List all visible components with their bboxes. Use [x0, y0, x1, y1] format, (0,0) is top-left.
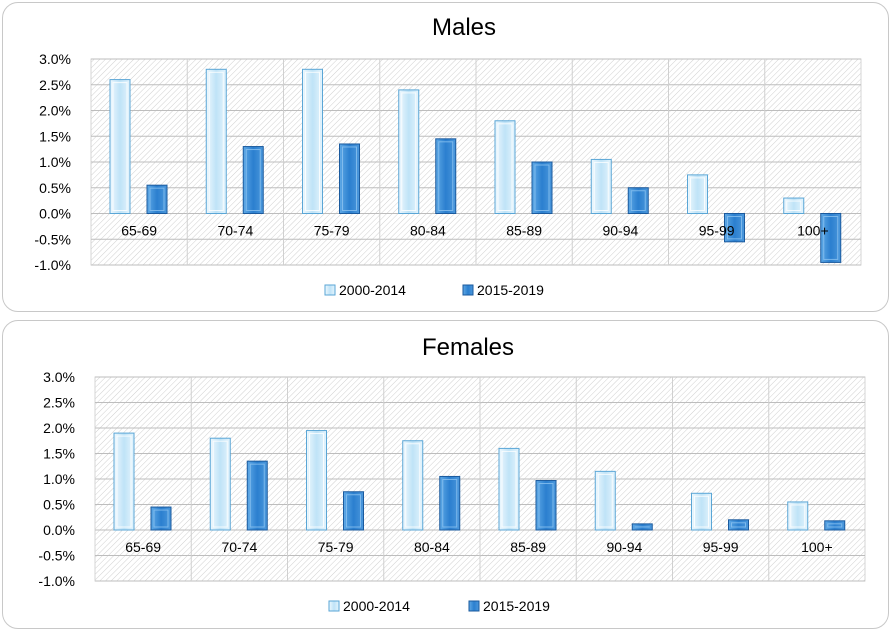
males-category-label: 100+	[797, 223, 829, 239]
males-bar-95-99-2000-2014	[687, 174, 708, 214]
males-bar-90-94-2000-2014	[590, 158, 612, 215]
males-chart: Males 3.0% 2.5% 2.0% 1.5% 1.0% 0.5% 0.0% -0.5% -1…	[34, 14, 862, 298]
males-bar-95-99-2015-2019	[724, 213, 745, 243]
males-ytick-label: -0.5%	[34, 231, 71, 247]
females-bar-95-99-2000-2014	[691, 492, 712, 531]
females-bar-65-69-2000-2014	[113, 432, 135, 531]
males-bar-70-74-2015-2019	[242, 146, 264, 214]
females-bar-75-79-2000-2014	[306, 430, 327, 531]
males-bar-70-74-2000-2014	[205, 68, 227, 214]
males-bar-80-84-2015-2019	[435, 138, 457, 214]
females-bar-85-89-2000-2014	[498, 447, 520, 531]
males-bar-85-89-2000-2014	[494, 120, 516, 214]
males-category-label: 75-79	[314, 223, 350, 239]
svg-text:2015-2019: 2015-2019	[477, 282, 544, 298]
females-bar-75-79-2015-2019	[343, 491, 364, 531]
males-ytick-label: 1.0%	[39, 154, 71, 170]
females-bar-100+-2000-2014	[787, 501, 809, 531]
females-bar-90-94-2000-2014	[594, 470, 616, 531]
females-category-label: 95-99	[703, 539, 739, 555]
females-bar-65-69-2015-2019	[150, 506, 172, 531]
males-bar-90-94-2015-2019	[627, 187, 649, 214]
females-category-label: 90-94	[606, 539, 642, 555]
females-bar-70-74-2000-2014	[209, 437, 231, 531]
males-ytick-label: 2.5%	[39, 77, 71, 93]
males-ytick-label: -1.0%	[34, 257, 71, 273]
females-ytick-label: 0.5%	[43, 497, 75, 513]
females-category-label: 75-79	[318, 539, 354, 555]
females-chart-panel: Females 3.0% 2.5% 2.0% 1.5% 1.0% 0.5% 0.0% -0.5%…	[2, 320, 889, 629]
females-ytick-label: 0.0%	[43, 522, 75, 538]
males-bar-100+-2015-2019	[820, 213, 842, 263]
females-chart-title: Females	[422, 334, 514, 361]
males-ytick-label: 0.5%	[39, 180, 71, 196]
females-category-label: 80-84	[414, 539, 450, 555]
females-bar-90-94-2015-2019	[631, 523, 653, 531]
females-category-label: 70-74	[221, 539, 257, 555]
females-bar-85-89-2015-2019	[535, 480, 557, 531]
males-legend-entry-2000-2014: 2000-2014	[324, 282, 406, 298]
males-legend-entry-2015-2019: 2015-2019	[462, 282, 544, 298]
females-ytick-label: 2.5%	[43, 395, 75, 411]
females-bar-100+-2015-2019	[824, 520, 846, 531]
males-bar-100+-2000-2014	[783, 197, 805, 215]
males-chart-title: Males	[432, 14, 496, 41]
males-bar-65-69-2015-2019	[146, 184, 168, 215]
females-ytick-label: -1.0%	[38, 573, 75, 589]
males-category-label: 65-69	[121, 223, 157, 239]
females-legend-entry-2015-2019: 2015-2019	[468, 598, 550, 614]
males-ytick-label: 2.0%	[39, 103, 71, 119]
males-bar-75-79-2015-2019	[339, 143, 360, 215]
males-category-label: 95-99	[699, 223, 735, 239]
females-bar-80-84-2000-2014	[402, 440, 424, 531]
males-ytick-label: 0.0%	[39, 206, 71, 222]
males-ytick-label: 1.5%	[39, 128, 71, 144]
females-category-label: 100+	[801, 539, 833, 555]
males-bar-75-79-2000-2014	[302, 68, 323, 214]
males-chart-panel: Males 3.0% 2.5% 2.0% 1.5% 1.0% 0.5% 0.0% -0.5% -1…	[2, 2, 889, 312]
males-bar-80-84-2000-2014	[398, 89, 420, 214]
females-bar-95-99-2015-2019	[728, 519, 749, 531]
females-ytick-label: 3.0%	[43, 369, 75, 385]
svg-text:2015-2019: 2015-2019	[483, 598, 550, 614]
males-ytick-label: 3.0%	[39, 51, 71, 67]
males-bar-85-89-2015-2019	[531, 161, 553, 214]
females-category-label: 85-89	[510, 539, 546, 555]
females-ytick-label: 2.0%	[43, 420, 75, 436]
females-bar-80-84-2015-2019	[439, 475, 461, 531]
females-ytick-label: -0.5%	[38, 548, 75, 564]
males-category-label: 85-89	[506, 223, 542, 239]
males-category-label: 90-94	[602, 223, 638, 239]
svg-text:2000-2014: 2000-2014	[343, 598, 410, 614]
males-bar-65-69-2000-2014	[109, 79, 131, 214]
females-bar-70-74-2015-2019	[246, 460, 268, 531]
females-ytick-label: 1.5%	[43, 446, 75, 462]
svg-text:2000-2014: 2000-2014	[339, 282, 406, 298]
females-legend-entry-2000-2014: 2000-2014	[328, 598, 410, 614]
males-category-label: 70-74	[217, 223, 253, 239]
females-ytick-label: 1.0%	[43, 471, 75, 487]
females-category-label: 65-69	[125, 539, 161, 555]
males-category-label: 80-84	[410, 223, 446, 239]
females-chart: Females 3.0% 2.5% 2.0% 1.5% 1.0% 0.5% 0.0% -0.5%…	[38, 334, 866, 614]
